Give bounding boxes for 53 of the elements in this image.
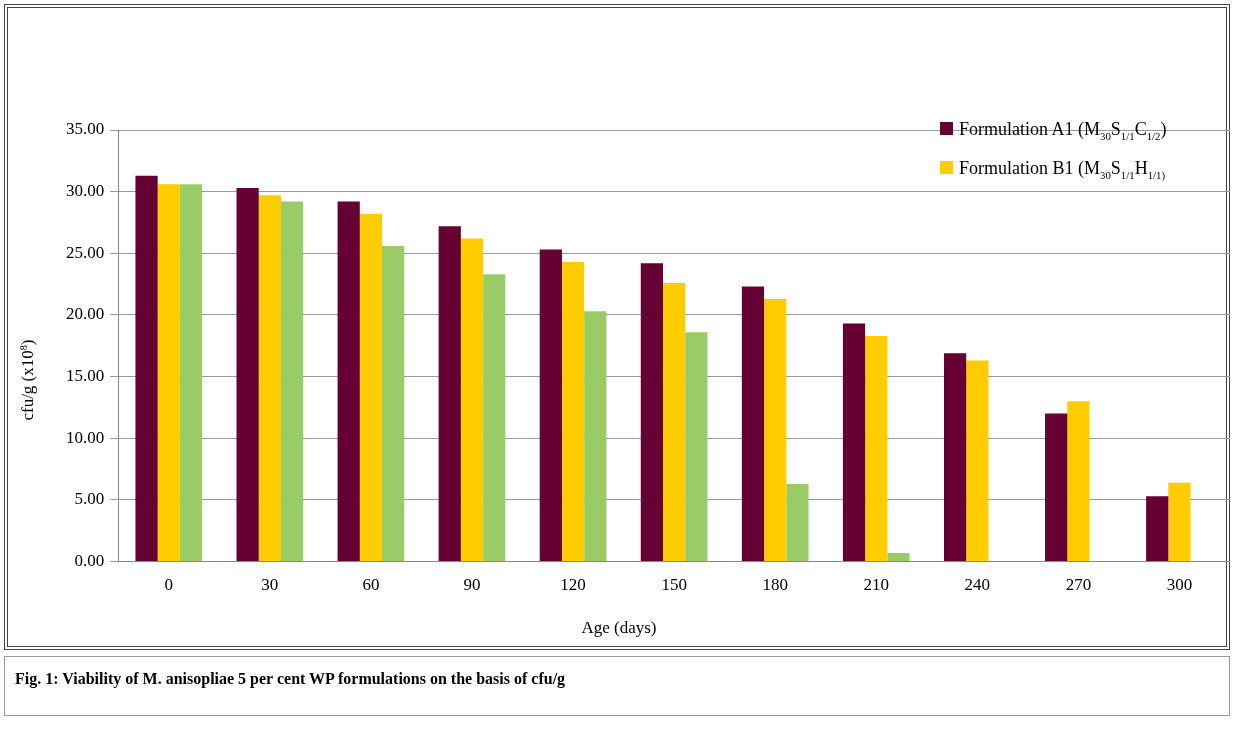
- y-tick-label: 5.00: [74, 489, 105, 509]
- bar: [741, 286, 765, 562]
- bar: [179, 184, 203, 562]
- bar: [584, 311, 607, 562]
- bar: [280, 201, 304, 562]
- x-axis-title: Age (days): [580, 618, 658, 638]
- bar: [1168, 482, 1191, 562]
- bar: [764, 298, 787, 562]
- bar: [539, 249, 562, 562]
- bar: [640, 263, 664, 562]
- bar: [887, 552, 910, 562]
- y-tick-label: 30.00: [66, 181, 105, 201]
- bar: [1146, 496, 1169, 562]
- bar: [483, 274, 506, 562]
- bar: [865, 335, 888, 562]
- bar: [842, 323, 866, 562]
- x-tick-label: 120: [560, 575, 586, 595]
- x-tick-label: 270: [1065, 575, 1092, 595]
- bar: [337, 201, 360, 562]
- x-tick-label: 30: [261, 575, 279, 595]
- x-tick-label: 180: [762, 575, 788, 595]
- bar: [236, 187, 259, 562]
- y-tick-label: 20.00: [66, 304, 105, 324]
- y-tick-label: 0.00: [74, 551, 105, 571]
- legend-label: Formulation A1 (M$_{30}$S$_{1/1}$C$_{1/2}$): [959, 119, 1167, 142]
- y-tick-label: 35.00: [66, 119, 105, 139]
- y-tick-label: 10.00: [66, 427, 105, 447]
- x-tick-label: 0: [164, 575, 174, 595]
- x-tick-label: 300: [1166, 575, 1193, 595]
- bar: [786, 483, 809, 562]
- text: Fig. 1: Viability of M. anisopliae 5 per cent WP formulations on the basis of cfu/g: [4, 656, 1230, 716]
- bar: [382, 245, 405, 562]
- x-tick-label: 150: [661, 575, 687, 595]
- legend-label: Formulation B1 (M$_{30}$S$_{1/1}$H$_{1/1)}$: [959, 157, 1166, 181]
- y-tick-label: 25.00: [66, 242, 105, 262]
- bar: [135, 175, 158, 562]
- bar: [1045, 413, 1068, 562]
- bar: [359, 213, 383, 562]
- bar: [663, 282, 686, 562]
- bar: [966, 360, 989, 562]
- bar: [1067, 401, 1090, 562]
- x-tick-label: 240: [964, 575, 991, 595]
- bar: [438, 226, 461, 562]
- x-tick-label: 210: [863, 575, 890, 595]
- y-tick-label: 15.00: [66, 366, 105, 386]
- bar: [685, 332, 708, 562]
- bar: [258, 195, 281, 562]
- x-tick-label: 90: [463, 575, 481, 595]
- x-tick-label: 60: [362, 575, 380, 595]
- bar: [460, 238, 484, 562]
- bar: [943, 353, 967, 562]
- bar: [157, 184, 180, 562]
- bar: [561, 261, 585, 562]
